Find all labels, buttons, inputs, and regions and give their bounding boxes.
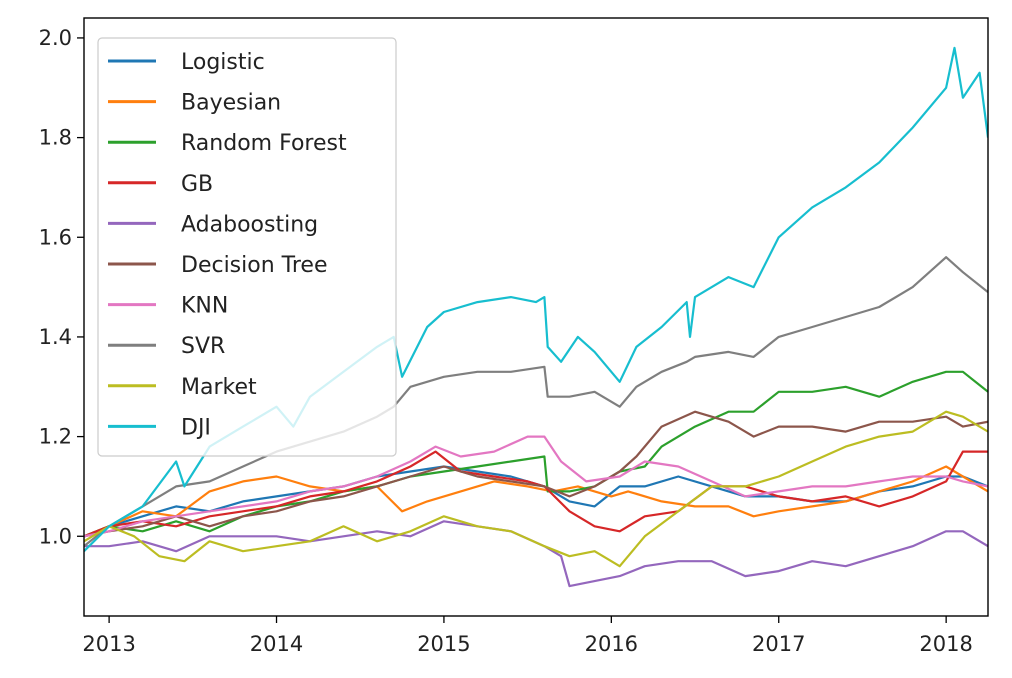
y-tick-label: 2.0 (39, 26, 72, 50)
legend-label: Market (181, 375, 257, 400)
x-tick-label: 2013 (82, 632, 135, 656)
legend-label: GB (181, 172, 213, 197)
series-line-decision-tree (84, 410, 988, 538)
x-tick-label: 2014 (250, 632, 303, 656)
legend-label: Adaboosting (181, 212, 318, 237)
series-layer (84, 46, 988, 588)
axes-layer: 2013 2014 2015 2016 2017 2018 1.0 1.2 1.4 1.6 1.8 2… (39, 26, 973, 656)
x-tick-label: 2017 (752, 632, 805, 656)
y-tick-label: 1.2 (39, 425, 72, 449)
legend-label: KNN (181, 294, 228, 319)
y-tick-label: 1.6 (39, 225, 72, 249)
series-line-adaboosting (84, 520, 988, 588)
legend-label: Random Forest (181, 131, 347, 156)
legend-label: Bayesian (181, 91, 281, 116)
legend: Logistic Bayesian Random Forest GB Adaboosti… (97, 37, 397, 457)
plot-frame (83, 17, 989, 617)
legend-label: Logistic (181, 50, 265, 75)
x-tick-label: 2016 (585, 632, 638, 656)
legend-label: Decision Tree (181, 253, 328, 278)
legend-label: SVR (181, 334, 225, 359)
y-tick-label: 1.0 (39, 524, 72, 548)
series-line-svr (84, 256, 988, 548)
legend-box (97, 37, 397, 457)
y-tick-label: 1.4 (39, 325, 72, 349)
x-tick-label: 2018 (919, 632, 972, 656)
series-line-market (84, 410, 988, 568)
x-tick-label: 2015 (417, 632, 470, 656)
legend-label: DJI (181, 415, 211, 440)
series-line-knn (84, 435, 988, 538)
y-tick-label: 1.8 (39, 126, 72, 150)
